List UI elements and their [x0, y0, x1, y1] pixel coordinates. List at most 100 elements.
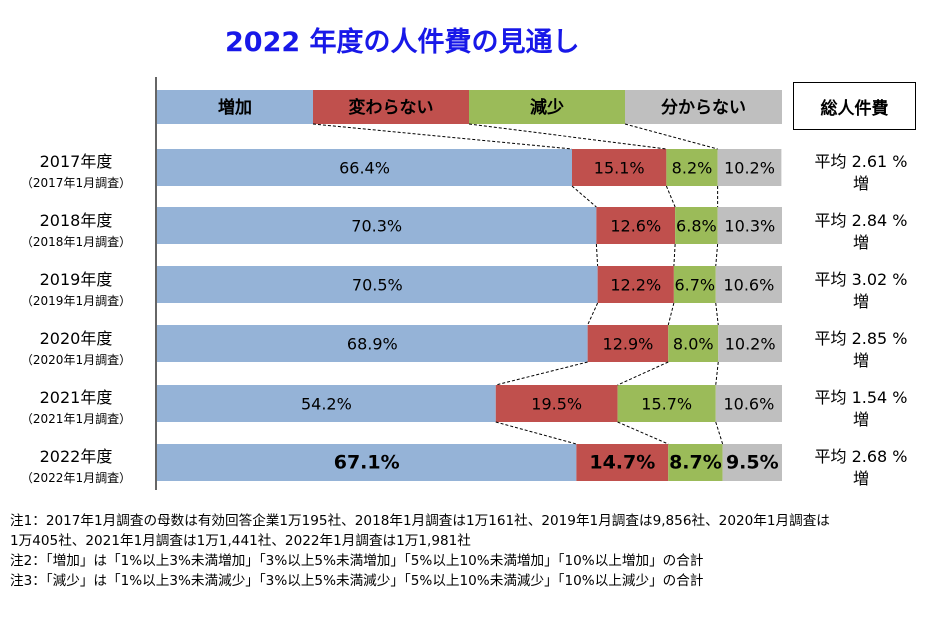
row-label-year: 2020年度 [39, 329, 113, 348]
avg-2021: 平均 1.54 % 増 [796, 387, 926, 431]
avg-suffix: 増 [852, 351, 869, 370]
bar-segment-2022年度-2 [576, 444, 669, 481]
bar-segment-2022年度-3 [668, 444, 723, 481]
connector-line [715, 302, 719, 326]
bar-segment-2021年度-4 [715, 385, 782, 422]
bar-segment-2017年度-1 [157, 149, 572, 186]
connector-line [495, 361, 588, 386]
data-label-2020年度-1: 68.9% [347, 335, 398, 354]
legend-box-4 [625, 90, 782, 124]
avg-suffix: 増 [852, 292, 869, 311]
avg-suffix: 増 [852, 410, 869, 429]
bar-segment-2020年度-3 [668, 325, 719, 362]
avg-suffix: 増 [852, 233, 869, 252]
data-label-2020年度-4: 10.2% [725, 335, 776, 354]
connector-line [715, 421, 724, 445]
avg-suffix: 増 [852, 174, 869, 193]
bar-segment-2020年度-1 [157, 325, 588, 362]
data-label-2021年度-4: 10.6% [723, 395, 774, 414]
row-label-survey: （2018年1月調査） [20, 235, 132, 249]
data-label-2017年度-2: 15.1% [594, 159, 645, 178]
connector-line [587, 302, 599, 326]
row-label-year: 2021年度 [39, 388, 113, 407]
bar-segment-2019年度-3 [673, 266, 716, 303]
data-label-2022年度-2: 14.7% [589, 452, 655, 474]
avg-2019: 平均 3.02 % 増 [796, 269, 926, 313]
bar-segment-2019年度-1 [157, 266, 598, 303]
bar-segment-2019年度-2 [597, 266, 674, 303]
data-label-2019年度-1: 70.5% [352, 276, 403, 295]
row-label-2022: 2022年度 （2022年1月調査） [0, 443, 152, 486]
data-label-2017年度-3: 8.2% [672, 159, 713, 178]
avg-value: 平均 1.54 % [814, 388, 908, 407]
row-label-year: 2019年度 [39, 270, 113, 289]
bar-segment-2018年度-2 [596, 207, 676, 244]
avg-value: 平均 2.68 % [814, 447, 908, 466]
avg-value: 平均 3.02 % [814, 270, 908, 289]
connector-line [571, 185, 597, 208]
legend-label-3: 減少 [530, 97, 564, 118]
bar-segment-2018年度-3 [675, 207, 718, 244]
legend-box-2 [313, 90, 469, 124]
connector-line [495, 421, 577, 445]
bar-segment-2022年度-1 [157, 444, 577, 481]
row-label-survey: （2019年1月調査） [20, 294, 132, 308]
note-1b: 1万405社、2021年1月調査は1万1,441社、2022年1月調査は1万1,… [10, 533, 471, 549]
footnotes: 注1：2017年1月調査の母数は有効回答企業1万195社、2018年1月調査は1… [10, 511, 925, 591]
bar-segment-2021年度-3 [617, 385, 716, 422]
bar-segment-2018年度-4 [717, 207, 782, 244]
row-label-survey: （2021年1月調査） [20, 412, 132, 426]
bar-segment-2017年度-4 [717, 149, 782, 186]
bar-segment-2021年度-1 [157, 385, 496, 422]
row-label-survey: （2017年1月調査） [20, 176, 132, 190]
row-label-survey: （2020年1月調査） [20, 353, 132, 367]
row-label-2017: 2017年度 （2017年1月調査） [0, 148, 152, 191]
data-label-2019年度-2: 12.2% [610, 276, 661, 295]
avg-2020: 平均 2.85 % 増 [796, 328, 926, 372]
data-label-2020年度-3: 8.0% [673, 335, 714, 354]
legend-label-4: 分からない [661, 98, 746, 118]
bar-segment-2020年度-4 [718, 325, 782, 362]
note-3: 注3：「減少」は「1%以上3%未満減少」「3%以上5%未満減少」「5%以上10%… [10, 573, 704, 589]
data-label-2018年度-1: 70.3% [351, 217, 402, 236]
data-label-2021年度-2: 19.5% [531, 395, 582, 414]
row-label-2020: 2020年度 （2020年1月調査） [0, 325, 152, 368]
data-label-2022年度-3: 8.7% [669, 452, 722, 474]
data-label-2018年度-2: 12.6% [610, 217, 661, 236]
row-label-2019: 2019年度 （2019年1月調査） [0, 266, 152, 309]
avg-2022: 平均 2.68 % 増 [796, 446, 926, 490]
connector-line [715, 361, 719, 386]
data-label-2018年度-4: 10.3% [724, 217, 775, 236]
connector-line [673, 243, 676, 267]
bar-segment-2017年度-2 [572, 149, 667, 186]
legend-box-3 [469, 90, 625, 124]
connector-line [468, 123, 667, 150]
avg-value: 平均 2.85 % [814, 329, 908, 348]
row-label-survey: （2022年1月調査） [20, 471, 132, 485]
avg-suffix: 増 [852, 469, 869, 488]
note-1a: 注1：2017年1月調査の母数は有効回答企業1万195社、2018年1月調査は1… [10, 513, 830, 529]
legend-label-1: 増加 [218, 97, 252, 118]
bar-segment-2017年度-3 [666, 149, 718, 186]
avg-2018: 平均 2.84 % 増 [796, 210, 926, 254]
row-label-year: 2018年度 [39, 211, 113, 230]
data-label-2022年度-4: 9.5% [726, 452, 779, 474]
data-label-2022年度-1: 67.1% [334, 452, 400, 474]
connector-line [715, 243, 719, 267]
avg-2017: 平均 2.61 % 増 [796, 151, 926, 195]
bar-segment-2021年度-2 [495, 385, 618, 422]
data-label-2019年度-4: 10.6% [723, 276, 774, 295]
chart-title: 2022 年度の人件費の見通し [225, 27, 580, 58]
avg-value: 平均 2.61 % [814, 152, 908, 171]
connector-line [312, 123, 573, 150]
connector-line [595, 243, 599, 267]
connector-line [667, 302, 675, 326]
connector-line [624, 123, 718, 150]
note-2: 注2：「増加」は「1%以上3%未満増加」「3%以上5%未満増加」「5%以上10%… [10, 553, 704, 569]
bar-segment-2019年度-4 [715, 266, 782, 303]
row-label-2018: 2018年度 （2018年1月調査） [0, 207, 152, 250]
legend-label-2: 変わらない [349, 97, 434, 118]
row-label-2021: 2021年度 （2021年1月調査） [0, 384, 152, 427]
data-label-2018年度-3: 6.8% [676, 217, 717, 236]
